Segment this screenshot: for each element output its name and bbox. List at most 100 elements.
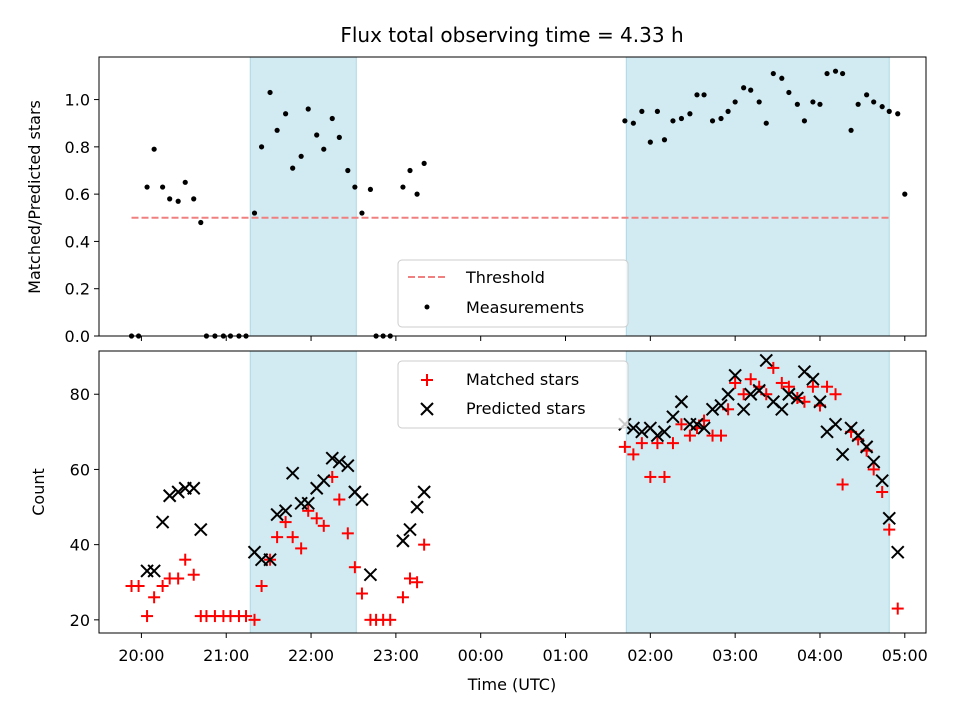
matched-point-42 xyxy=(644,470,657,483)
measurement-point-48 xyxy=(694,92,700,98)
predicted-point-29 xyxy=(626,421,641,435)
predicted-point-12 xyxy=(278,504,293,518)
measurement-point-2 xyxy=(144,184,150,190)
matched-point-2 xyxy=(141,610,154,623)
predicted-point-17 xyxy=(317,474,331,488)
measurement-point-5 xyxy=(167,196,173,202)
measurement-point-50 xyxy=(709,118,716,124)
count-points xyxy=(125,353,905,626)
matched-point-43 xyxy=(651,437,664,450)
measurement-point-68 xyxy=(848,127,854,133)
predicted-point-11 xyxy=(270,507,284,522)
matched-point-22 xyxy=(295,542,308,555)
predicted-point-23 xyxy=(363,568,378,582)
matched-point-16 xyxy=(248,613,261,626)
measurement-point-19 xyxy=(274,127,280,133)
matched-point-60 xyxy=(782,380,795,393)
measurement-point-3 xyxy=(151,146,157,152)
predicted-point-37 xyxy=(690,417,704,432)
bottom-legend-box xyxy=(397,360,629,429)
matched-point-27 xyxy=(333,493,346,506)
measurement-point-38 xyxy=(421,160,427,166)
measurement-point-75 xyxy=(902,191,908,197)
predicted-point-52 xyxy=(806,372,820,386)
predicted-point-3 xyxy=(162,489,177,503)
predicted-point-18 xyxy=(325,451,339,465)
measurement-point-57 xyxy=(763,120,769,126)
top-shaded-region-1 xyxy=(625,56,890,337)
predicted-point-33 xyxy=(657,425,672,439)
measurement-point-49 xyxy=(701,92,707,98)
top-y-tick-label-2: 0.4 xyxy=(65,232,90,251)
measurement-point-43 xyxy=(654,108,661,114)
matched-point-1 xyxy=(132,580,145,592)
top-legend-box xyxy=(397,259,629,328)
x-tick-label-8: 04:00 xyxy=(797,646,843,665)
measurement-point-53 xyxy=(732,99,738,105)
measurement-point-55 xyxy=(748,87,754,93)
x-tick-label-0: 20:00 xyxy=(118,646,164,665)
measurement-point-45 xyxy=(670,118,676,124)
predicted-point-4 xyxy=(171,485,185,499)
predicted-point-46 xyxy=(759,353,773,368)
predicted-point-50 xyxy=(790,391,805,405)
matched-point-71 xyxy=(867,463,880,476)
top-y-ticks: 0.0 0.2 0.4 0.6 0.8 1.0 xyxy=(65,91,99,346)
top-chart-title: Flux total observing time = 4.33 h xyxy=(340,23,683,47)
predicted-point-60 xyxy=(866,455,881,469)
bottom-y-tick-label-0: 20 xyxy=(70,611,90,630)
measurement-point-25 xyxy=(321,146,327,152)
measurement-point-42 xyxy=(647,139,653,145)
measurement-point-54 xyxy=(741,85,747,91)
predicted-point-2 xyxy=(155,515,170,529)
top-y-tick-label-5: 1.0 xyxy=(65,91,90,110)
matched-point-67 xyxy=(836,478,849,491)
x-tick-label-6: 02:00 xyxy=(627,646,673,665)
predicted-point-40 xyxy=(714,398,728,413)
predicted-point-27 xyxy=(417,485,431,499)
predicted-legend-marker xyxy=(420,402,434,416)
matched-point-38 xyxy=(418,538,431,551)
top-y-tick-label-3: 0.6 xyxy=(65,185,90,204)
predicted-point-24 xyxy=(396,534,410,548)
matched-point-30 xyxy=(355,587,368,600)
measurement-point-73 xyxy=(886,108,892,114)
matched-point-8 xyxy=(187,568,200,581)
matched-point-29 xyxy=(348,561,361,574)
measurement-point-37 xyxy=(414,191,420,197)
matched-point-20 xyxy=(279,516,292,529)
threshold-legend-label: Threshold xyxy=(465,268,545,287)
matched-point-36 xyxy=(404,572,417,585)
predicted-point-10 xyxy=(263,552,277,567)
x-tick-label-2: 22:00 xyxy=(288,646,334,665)
measurement-point-72 xyxy=(879,104,885,110)
measurement-point-62 xyxy=(801,118,808,124)
measurement-point-66 xyxy=(832,68,839,74)
bottom-panel: 20 40 60 80 20:00 21:00 22:00 23:00 00:00 01:00 0… xyxy=(29,350,928,694)
matched-legend-label: Matched stars xyxy=(466,370,579,389)
measurement-point-9 xyxy=(198,219,204,226)
measurement-point-46 xyxy=(678,115,685,122)
matched-point-40 xyxy=(627,448,640,461)
matched-point-23 xyxy=(302,504,315,517)
bottom-panel-frame xyxy=(98,350,927,634)
measurement-point-56 xyxy=(756,99,762,105)
bottom-y-tick-label-1: 40 xyxy=(70,536,90,555)
measurement-point-40 xyxy=(630,120,636,126)
predicted-point-15 xyxy=(301,496,315,510)
predicted-point-42 xyxy=(728,368,742,383)
predicted-point-48 xyxy=(775,402,789,416)
measurement-point-31 xyxy=(367,186,374,193)
predicted-point-44 xyxy=(743,387,758,401)
bottom-x-ticks: 20:00 21:00 22:00 23:00 00:00 01:00 02:00 03:00… xyxy=(118,633,928,665)
measurement-point-41 xyxy=(639,108,645,114)
measurement-point-20 xyxy=(283,111,289,117)
measurement-point-74 xyxy=(895,111,901,117)
predicted-point-39 xyxy=(705,402,720,416)
matched-point-21 xyxy=(286,531,299,544)
matched-point-51 xyxy=(715,429,728,442)
matched-point-46 xyxy=(675,418,688,431)
matched-point-6 xyxy=(172,572,185,585)
measurements-legend-label: Measurements xyxy=(466,298,584,317)
matched-point-55 xyxy=(744,373,757,386)
